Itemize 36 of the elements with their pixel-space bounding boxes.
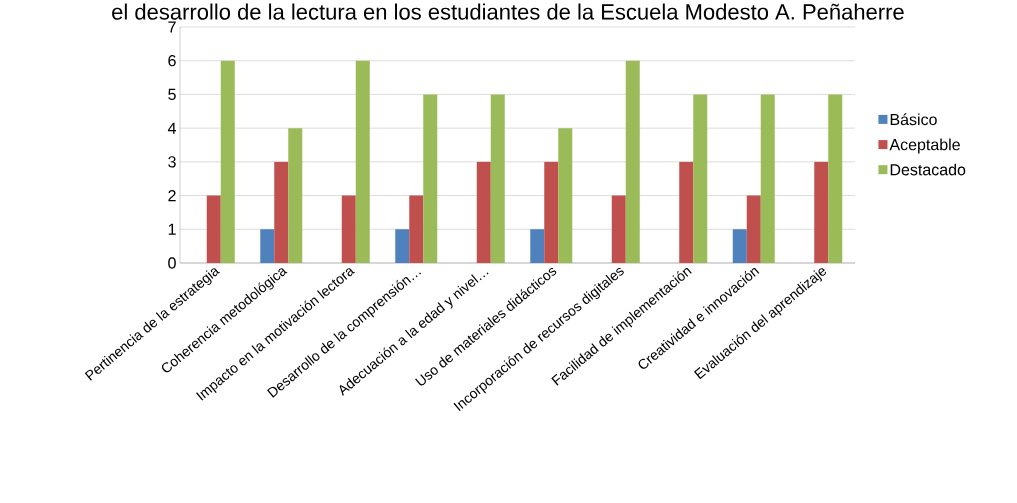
bar: [530, 229, 545, 263]
bar: [490, 94, 505, 263]
bar: [814, 161, 829, 263]
bar: [206, 195, 221, 263]
bar: [679, 161, 694, 263]
bar: [544, 161, 559, 263]
legend-label: Destacado: [890, 163, 966, 176]
bar: [220, 60, 235, 263]
bar: [625, 60, 640, 263]
y-tick-label: 0: [168, 257, 176, 269]
chart-title: el desarrollo de la lectura en los estudiantes de la Escuela Modesto A. Peñaherre: [112, 3, 904, 20]
bar: [355, 60, 370, 263]
bar: [760, 94, 775, 263]
bar: [341, 195, 356, 263]
bar: [409, 195, 424, 263]
bar: [395, 229, 410, 263]
bar: [558, 128, 573, 263]
y-tick-label: 5: [168, 88, 176, 100]
bar: [476, 161, 491, 263]
bar: [732, 229, 747, 263]
y-tick-label: 1: [168, 223, 176, 235]
bar: [288, 128, 303, 263]
bar: [746, 195, 761, 263]
bar: [693, 94, 708, 263]
legend-label: Básico: [890, 113, 937, 126]
y-tick-label: 3: [168, 156, 176, 168]
bar: [828, 94, 843, 263]
bar: [423, 94, 438, 263]
y-tick-label: 7: [168, 21, 176, 33]
y-tick-label: 6: [168, 55, 176, 67]
legend-label: Aceptable: [889, 138, 960, 154]
bar: [611, 195, 626, 263]
bar: [260, 229, 275, 263]
y-tick-label: 4: [167, 122, 176, 134]
y-tick-label: 2: [168, 189, 176, 202]
bar: [274, 161, 289, 263]
